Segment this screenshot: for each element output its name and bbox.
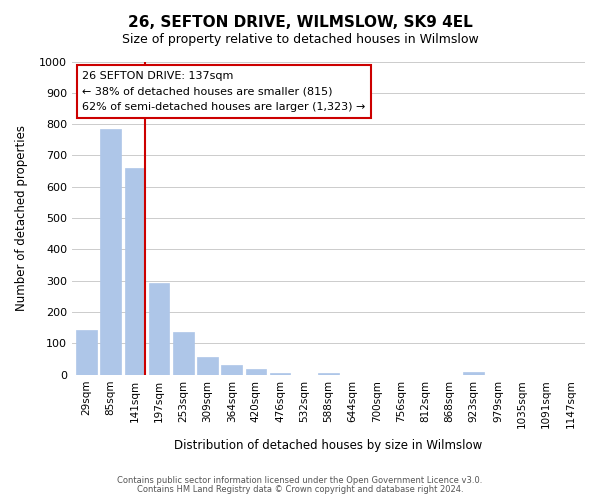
Bar: [318, 373, 339, 375]
Bar: [197, 357, 218, 375]
Bar: [125, 168, 145, 375]
Y-axis label: Number of detached properties: Number of detached properties: [15, 125, 28, 311]
Bar: [463, 372, 484, 375]
Bar: [245, 369, 266, 375]
Text: 26, SEFTON DRIVE, WILMSLOW, SK9 4EL: 26, SEFTON DRIVE, WILMSLOW, SK9 4EL: [128, 15, 472, 30]
Bar: [270, 372, 290, 375]
Bar: [76, 330, 97, 375]
Text: Contains HM Land Registry data © Crown copyright and database right 2024.: Contains HM Land Registry data © Crown c…: [137, 485, 463, 494]
Bar: [149, 283, 169, 375]
Text: 26 SEFTON DRIVE: 137sqm
← 38% of detached houses are smaller (815)
62% of semi-d: 26 SEFTON DRIVE: 137sqm ← 38% of detache…: [82, 71, 365, 112]
Text: Size of property relative to detached houses in Wilmslow: Size of property relative to detached ho…: [122, 32, 478, 46]
Bar: [173, 332, 194, 375]
Bar: [100, 130, 121, 375]
Bar: [221, 365, 242, 375]
X-axis label: Distribution of detached houses by size in Wilmslow: Distribution of detached houses by size …: [175, 440, 482, 452]
Text: Contains public sector information licensed under the Open Government Licence v3: Contains public sector information licen…: [118, 476, 482, 485]
